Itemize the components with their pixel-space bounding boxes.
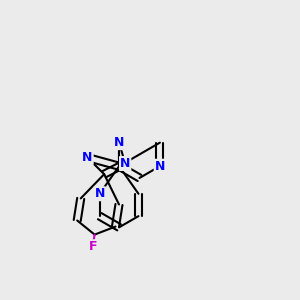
Text: N: N <box>94 187 105 200</box>
Text: N: N <box>82 151 93 164</box>
Text: N: N <box>120 157 130 170</box>
Text: F: F <box>88 240 97 253</box>
Text: N: N <box>114 136 124 149</box>
Text: N: N <box>155 160 165 173</box>
